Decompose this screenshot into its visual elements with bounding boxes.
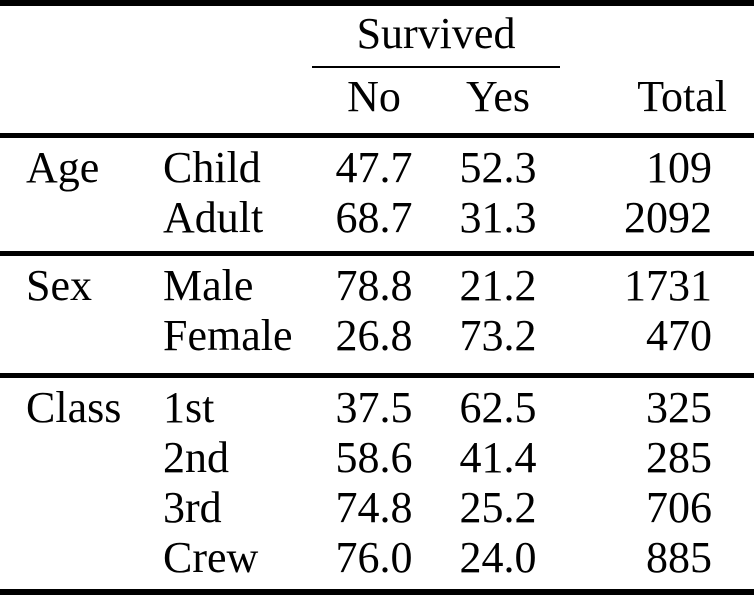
column-header-total: Total bbox=[637, 71, 728, 121]
category-label: Female bbox=[163, 310, 293, 360]
cell-total: 109 bbox=[646, 142, 713, 192]
cell-total: 2092 bbox=[624, 192, 713, 242]
cell-yes: 41.4 bbox=[459, 432, 537, 482]
cell-no: 76.0 bbox=[335, 532, 413, 582]
group-label-spacer bbox=[0, 483, 163, 533]
cell-total: 706 bbox=[646, 482, 713, 532]
group-label-class: Class bbox=[26, 382, 122, 432]
table-row: 3rd 74.8 25.2 706 bbox=[0, 483, 754, 533]
section-sex: Sex Male 78.8 21.2 1731 Female 26.8 73.2… bbox=[0, 253, 754, 375]
cell-yes: 25.2 bbox=[459, 482, 537, 532]
cell-no: 47.7 bbox=[335, 142, 413, 192]
group-label-spacer bbox=[0, 533, 163, 592]
cell-total: 325 bbox=[646, 382, 713, 432]
table-header: Survived No Yes Total bbox=[0, 3, 754, 135]
column-spanner-survived: Survived bbox=[312, 3, 561, 68]
category-label: 2nd bbox=[163, 432, 229, 482]
cell-no: 74.8 bbox=[335, 482, 413, 532]
cell-total: 470 bbox=[646, 310, 713, 360]
cell-no: 37.5 bbox=[335, 382, 413, 432]
category-label: Adult bbox=[163, 192, 264, 242]
category-label: 1st bbox=[163, 382, 215, 432]
table-row: Class 1st 37.5 62.5 325 bbox=[0, 375, 754, 433]
cell-no: 26.8 bbox=[335, 310, 413, 360]
cell-yes: 73.2 bbox=[459, 310, 537, 360]
table-row: Crew 76.0 24.0 885 bbox=[0, 533, 754, 592]
cell-total: 285 bbox=[646, 432, 713, 482]
group-label-spacer bbox=[0, 193, 163, 254]
cell-no: 68.7 bbox=[335, 192, 413, 242]
table-row: Sex Male 78.8 21.2 1731 bbox=[0, 253, 754, 311]
column-header-yes: Yes bbox=[465, 71, 531, 121]
group-label-sex: Sex bbox=[26, 260, 92, 310]
group-label-age: Age bbox=[26, 142, 100, 192]
cell-total: 885 bbox=[646, 532, 713, 582]
category-label: 3rd bbox=[163, 482, 222, 532]
cell-no: 78.8 bbox=[335, 260, 413, 310]
group-label-spacer bbox=[0, 433, 163, 483]
cell-yes: 52.3 bbox=[459, 142, 537, 192]
table-row: 2nd 58.6 41.4 285 bbox=[0, 433, 754, 483]
cell-yes: 31.3 bbox=[459, 192, 537, 242]
category-label: Child bbox=[163, 142, 261, 192]
spanner-row: Survived bbox=[0, 3, 754, 68]
cell-yes: 62.5 bbox=[459, 382, 537, 432]
section-class: Class 1st 37.5 62.5 325 2nd 58.6 41.4 28… bbox=[0, 375, 754, 592]
section-age: Age Child 47.7 52.3 109 Adult 68.7 31.3 … bbox=[0, 135, 754, 253]
group-label-spacer bbox=[0, 311, 163, 376]
column-header-no: No bbox=[347, 71, 401, 121]
cell-yes: 24.0 bbox=[459, 532, 537, 582]
table-row: Adult 68.7 31.3 2092 bbox=[0, 193, 754, 254]
table-row: Female 26.8 73.2 470 bbox=[0, 311, 754, 376]
cell-yes: 21.2 bbox=[459, 260, 537, 310]
column-header-row: No Yes Total bbox=[0, 67, 754, 135]
category-label: Crew bbox=[163, 532, 259, 582]
cell-total: 1731 bbox=[624, 260, 713, 310]
category-label: Male bbox=[163, 260, 254, 310]
table-row: Age Child 47.7 52.3 109 bbox=[0, 135, 754, 193]
cell-no: 58.6 bbox=[335, 432, 413, 482]
